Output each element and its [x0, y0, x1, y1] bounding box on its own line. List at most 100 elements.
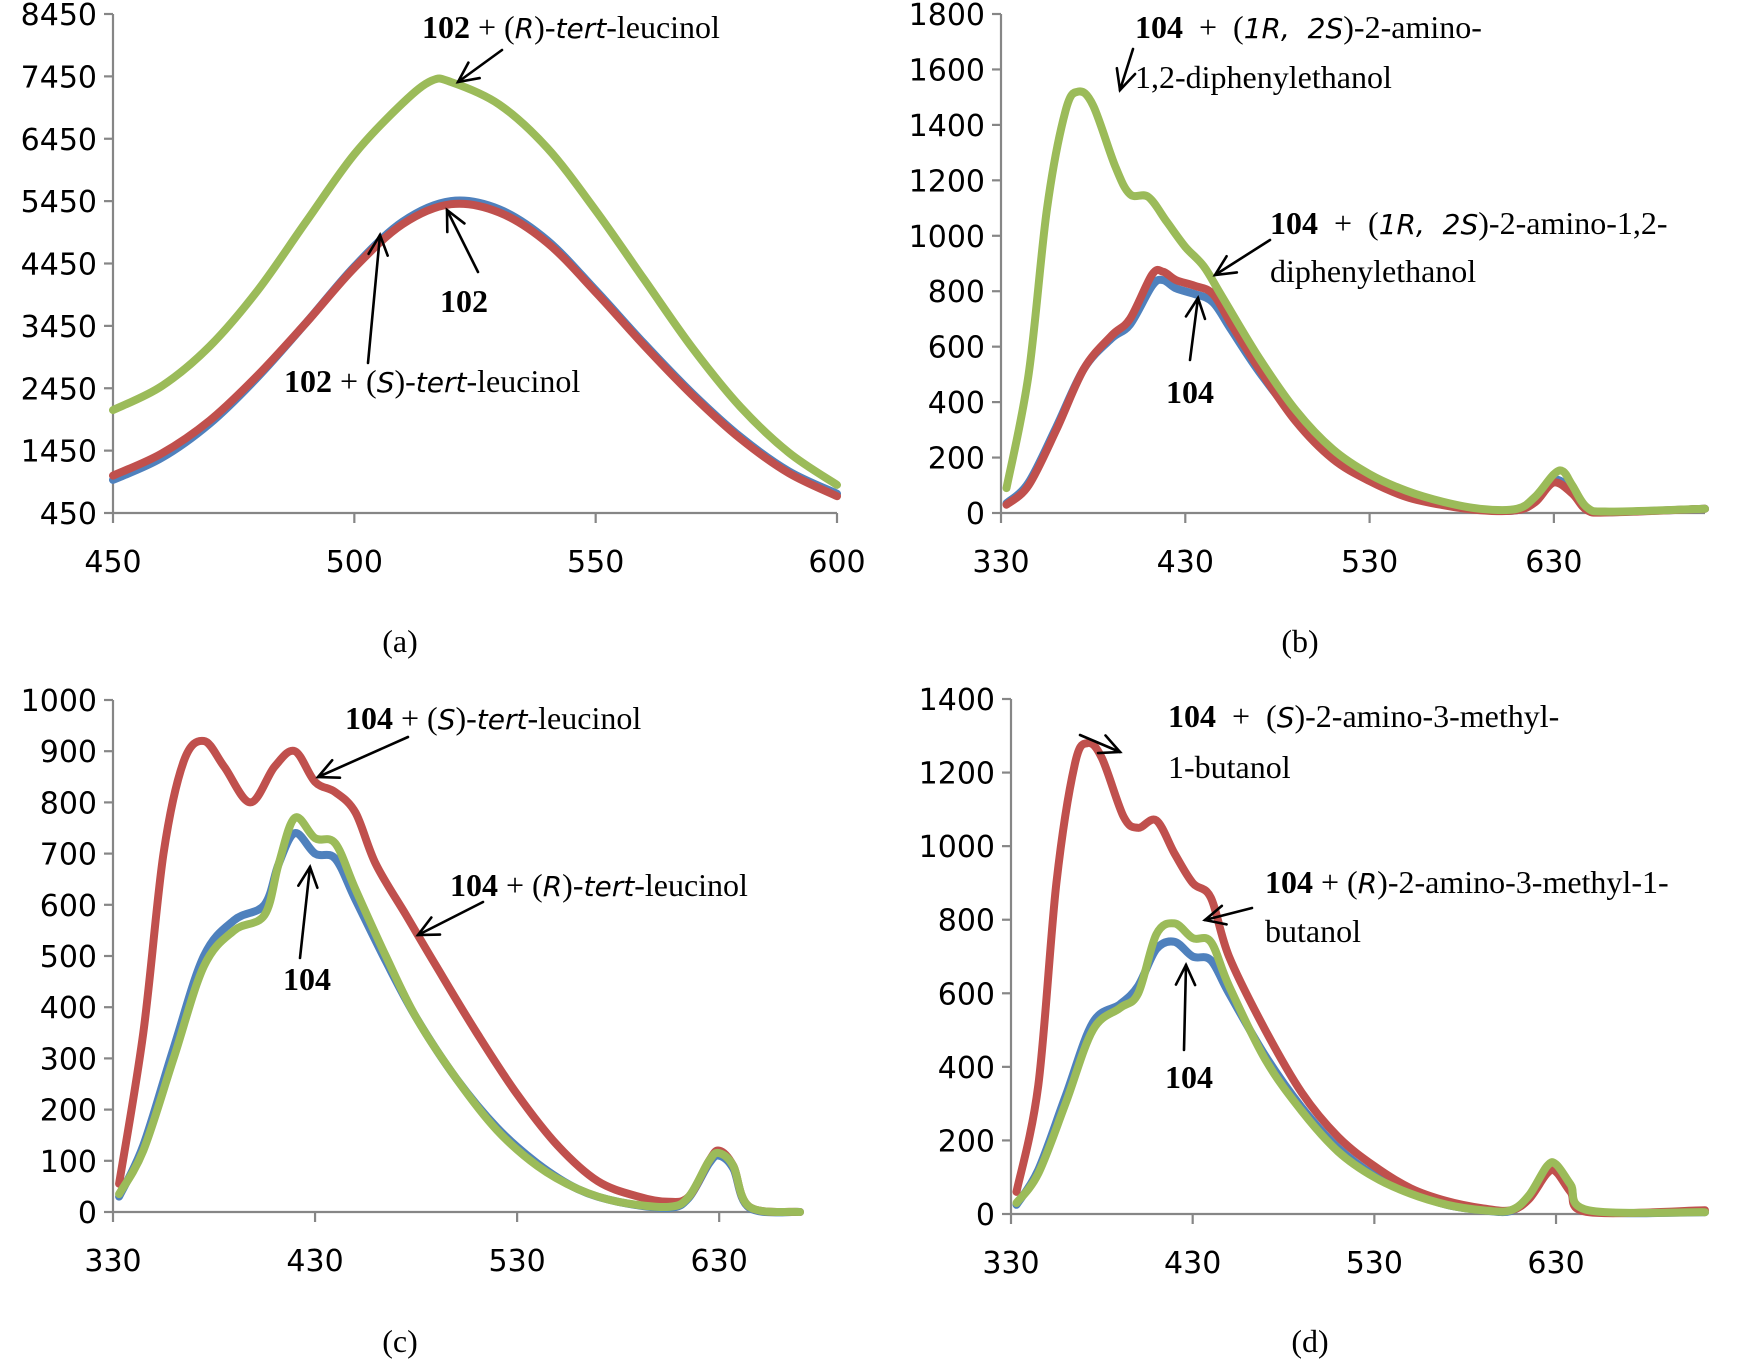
x-tick-label: 600 — [808, 545, 865, 580]
annotation-text-part: )-2-amino-3-methyl- — [1294, 698, 1559, 734]
annotation-text-part: tert — [583, 870, 635, 903]
y-tick-label: 0 — [966, 497, 985, 532]
y-tick-label: 1400 — [909, 109, 985, 144]
annotation: 104 + (1R, 2S)-2-amino- 1,2-diphenylethan… — [1115, 9, 1482, 95]
y-tick-label: 600 — [938, 977, 995, 1012]
annotation-text-part: 104 — [1135, 9, 1183, 45]
y-tick-label: 8450 — [21, 0, 97, 33]
annotation: 102 + (R)-tert-leucinol — [422, 9, 720, 84]
y-tick-label: 6450 — [21, 123, 97, 158]
y-tick-label: 1000 — [21, 684, 97, 719]
annotation: 104 — [1165, 962, 1213, 1095]
annotation-label: 104 — [283, 961, 331, 997]
annotation-label: 104 — [1165, 1059, 1213, 1095]
annotation: 104 — [1166, 295, 1214, 410]
annotation-text-part: 104 — [450, 867, 498, 903]
annotation-text-part: + ( — [1183, 9, 1244, 45]
y-tick-label: 600 — [928, 331, 985, 366]
annotation-arrow-shaft — [316, 735, 410, 779]
y-tick-label: 1000 — [909, 220, 985, 255]
annotation-text-part: + ( — [1216, 698, 1277, 734]
y-tick-label: 600 — [40, 889, 97, 924]
annotation-text-part: 1R, 2S — [1244, 12, 1344, 45]
panel-caption: (c) — [382, 1323, 418, 1359]
annotation: 104 + (1R, 2S)-2-amino-1,2-diphenylethan… — [1212, 205, 1668, 289]
annotation-label: 102 — [440, 283, 488, 319]
annotation-label: 104 — [1166, 374, 1214, 410]
annotation-label: 104 + (1R, 2S)-2-amino- — [1135, 9, 1482, 45]
annotation-text-part: + ( — [498, 867, 543, 903]
series-line-red — [109, 199, 841, 501]
annotation-text-part: + ( — [1313, 864, 1358, 900]
annotation-arrow-head — [297, 864, 319, 890]
series-line-green — [1012, 919, 1709, 1217]
annotation-text-part: )-2-amino- — [1343, 9, 1482, 45]
annotation-label: 104 + (S)-2-amino-3-methyl- — [1168, 698, 1559, 734]
y-tick-label: 1400 — [919, 683, 995, 718]
annotation-text-part: 104 — [1270, 205, 1318, 241]
annotation-text-part: -leucinol — [606, 9, 720, 45]
panel-c: 0 100 200 300 400 500 600 700 800 900 1000 330 430 53… — [21, 684, 804, 1359]
annotation-text-part: 102 — [440, 283, 488, 319]
annotation-text-part: 102 — [284, 363, 332, 399]
x-tick-label: 530 — [1341, 545, 1398, 580]
y-tick-label: 4450 — [21, 248, 97, 283]
y-tick-label: 800 — [938, 904, 995, 939]
annotation-arrow-head — [1202, 904, 1228, 926]
y-tick-label: 5450 — [21, 185, 97, 220]
annotation-text-part: tert — [416, 366, 468, 399]
annotation-text-part: 104 — [1265, 864, 1313, 900]
x-tick-label: 630 — [1527, 1246, 1584, 1281]
y-tick-label: 800 — [928, 275, 985, 310]
x-tick-label: 550 — [567, 545, 624, 580]
annotation-arrow-shaft — [1203, 906, 1254, 922]
annotation: 104 — [283, 864, 331, 997]
y-tick-label: 400 — [928, 386, 985, 421]
annotation-label-line2: 1-butanol — [1168, 749, 1291, 785]
y-tick-label: 450 — [40, 497, 97, 532]
panel-caption: (d) — [1291, 1323, 1328, 1359]
x-tick-label: 330 — [972, 545, 1029, 580]
annotation-arrow-head — [1115, 66, 1137, 93]
y-tick-label: 200 — [40, 1094, 97, 1129]
annotation-label: 102 + (R)-tert-leucinol — [422, 9, 720, 45]
y-tick-label: 900 — [40, 735, 97, 770]
annotation-arrow-shaft — [445, 208, 480, 274]
y-tick-label: 3450 — [21, 310, 97, 345]
y-tick-label: 300 — [40, 1042, 97, 1077]
y-tick-label: 200 — [928, 442, 985, 477]
annotation-text-part: + ( — [332, 363, 377, 399]
x-tick-label: 630 — [691, 1244, 748, 1279]
annotation: 104 + (R)-2-amino-3-methyl-1- butanol — [1202, 864, 1669, 949]
series-line-green — [109, 74, 841, 489]
series-line-red — [115, 736, 804, 1217]
annotation-arrow-shaft — [1182, 963, 1188, 1052]
series-line-blue — [109, 196, 841, 498]
annotation-label-line2: diphenylethanol — [1270, 253, 1476, 289]
annotation-text-part: + ( — [1318, 205, 1379, 241]
annotation-arrow-head — [367, 232, 389, 257]
series-line-green — [115, 813, 804, 1217]
y-tick-label: 0 — [976, 1198, 995, 1233]
annotation: 104 + (R)-tert-leucinol — [415, 867, 748, 937]
annotation-text-part: R — [543, 870, 562, 903]
series-line-red — [1012, 738, 1709, 1218]
annotation-arrow-shaft — [366, 233, 382, 365]
panel-d: 0 200 400 600 800 1000 1200 1400 330 430 530 630 104… — [919, 683, 1709, 1359]
x-tick-label: 430 — [1157, 545, 1214, 580]
annotation-text-part: -leucinol — [634, 867, 748, 903]
annotation-text-part: )- — [534, 9, 555, 45]
y-tick-label: 1800 — [909, 0, 985, 33]
annotation-arrow-head — [315, 758, 342, 779]
y-tick-label: 800 — [40, 786, 97, 821]
series-line-green — [1002, 87, 1709, 516]
annotation-arrow-head — [1184, 295, 1207, 321]
y-tick-label: 200 — [938, 1124, 995, 1159]
annotation-label-line2: 1,2-diphenylethanol — [1135, 59, 1392, 95]
y-tick-label: 2450 — [21, 372, 97, 407]
annotation-text-part: 104 — [1168, 698, 1216, 734]
panel-a: 450 1450 2450 3450 4450 5450 6450 7450 8450 450 50… — [21, 0, 866, 659]
annotation-text-part: -leucinol — [467, 363, 581, 399]
annotation-arrow-head — [1212, 254, 1239, 277]
